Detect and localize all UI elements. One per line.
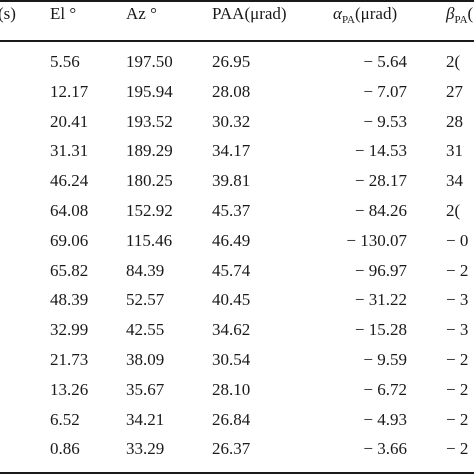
cell-alpha-pa: − 28.17 (354, 171, 407, 191)
cell-el: 69.06 (50, 230, 89, 250)
header-alpha-subscript: PA (341, 14, 355, 26)
header-beta-subscript: PA (454, 14, 468, 26)
cell-el: 32.99 (50, 320, 89, 340)
cell-paa: 30.32 (212, 111, 251, 131)
cell-beta-pa: − 2 (446, 260, 469, 280)
header-beta-pa: βPA( (446, 4, 473, 26)
cell-paa: 39.81 (212, 171, 251, 191)
cell-beta-pa: − 2 (446, 379, 469, 399)
cell-el: 21.73 (50, 350, 89, 369)
cell-beta-pa: 2( (446, 52, 461, 71)
top-rule (0, 0, 474, 2)
header-az: Az ° (126, 4, 157, 23)
cell-paa: 26.95 (212, 52, 251, 71)
cell-paa: 46.49 (212, 230, 251, 250)
cell-paa: 28.08 (212, 81, 251, 101)
header-alpha-symbol: α (333, 4, 342, 23)
header-beta-unit: ( (467, 4, 474, 23)
cell-el: 5.56 (50, 52, 80, 71)
cell-beta-pa: − 2 (446, 409, 469, 429)
cell-alpha-pa: − 84.26 (354, 201, 407, 220)
cell-alpha-pa: − 7.07 (363, 81, 407, 101)
cell-alpha-pa: − 31.22 (354, 290, 407, 310)
cell-alpha-pa: − 4.93 (363, 409, 407, 429)
cell-az: 84.39 (126, 260, 165, 280)
cell-paa: 26.84 (212, 409, 251, 429)
cell-beta-pa: − 3 (446, 320, 469, 340)
cell-alpha-pa: − 6.72 (363, 379, 407, 399)
cell-el: 64.08 (50, 201, 89, 220)
cell-paa: 30.54 (212, 350, 251, 369)
cell-el: 65.82 (50, 260, 89, 280)
cell-alpha-pa: − 14.53 (354, 141, 407, 161)
header-rule (0, 40, 474, 42)
header-paa: PAA(μrad) (212, 4, 287, 23)
cell-paa: 34.62 (212, 320, 251, 340)
cell-el: 46.24 (50, 171, 89, 191)
cell-az: 180.25 (126, 171, 173, 191)
cell-az: 35.67 (126, 379, 165, 399)
header-alpha-unit: (μrad) (355, 4, 398, 23)
cell-paa: 26.37 (212, 439, 251, 459)
cell-alpha-pa: − 130.07 (346, 230, 407, 250)
cell-alpha-pa: − 9.59 (363, 350, 407, 369)
cell-beta-pa: − 0 (446, 230, 469, 250)
cell-el: 31.31 (50, 141, 89, 161)
cell-az: 189.29 (126, 141, 173, 161)
cell-beta-pa: − 2 (446, 439, 469, 459)
cell-paa: 45.74 (212, 260, 251, 280)
cell-beta-pa: 27 (446, 81, 463, 101)
header-alpha-pa: αPA(μrad) (333, 4, 397, 26)
cell-el: 20.41 (50, 111, 89, 131)
cell-az: 115.46 (126, 230, 173, 250)
cell-alpha-pa: − 15.28 (354, 320, 407, 340)
cell-az: 195.94 (126, 81, 173, 101)
cell-paa: 45.37 (212, 201, 251, 220)
cell-az: 52.57 (126, 290, 165, 310)
cell-beta-pa: 2( (446, 201, 461, 220)
cell-paa: 40.45 (212, 290, 251, 310)
cell-beta-pa: 34 (446, 171, 463, 191)
cell-alpha-pa: − 9.53 (363, 111, 407, 131)
cell-alpha-pa: − 96.97 (354, 260, 407, 280)
cell-az: 193.52 (126, 111, 173, 131)
header-beta-symbol: β (446, 4, 455, 23)
cell-az: 34.21 (126, 409, 165, 429)
cell-el: 12.17 (50, 81, 89, 101)
cell-az: 197.50 (126, 52, 173, 71)
cell-el: 48.39 (50, 290, 89, 310)
cell-alpha-pa: − 5.64 (363, 52, 407, 71)
cell-beta-pa: − 3 (446, 290, 469, 310)
cell-beta-pa: − 2 (446, 350, 469, 369)
cell-az: 38.09 (126, 350, 165, 369)
cell-el: 6.52 (50, 409, 80, 429)
cell-alpha-pa: − 3.66 (363, 439, 407, 459)
cell-az: 33.29 (126, 439, 165, 459)
bottom-rule (0, 472, 474, 474)
cell-el: 13.26 (50, 379, 89, 399)
header-time: (s) (0, 4, 16, 23)
cell-paa: 34.17 (212, 141, 251, 161)
cell-beta-pa: 28 (446, 111, 463, 131)
cell-az: 152.92 (126, 201, 173, 220)
cell-beta-pa: 31 (446, 141, 463, 161)
cell-az: 42.55 (126, 320, 165, 340)
cell-el: 0.86 (50, 439, 80, 459)
cell-paa: 28.10 (212, 379, 251, 399)
header-el: El ° (50, 4, 77, 23)
